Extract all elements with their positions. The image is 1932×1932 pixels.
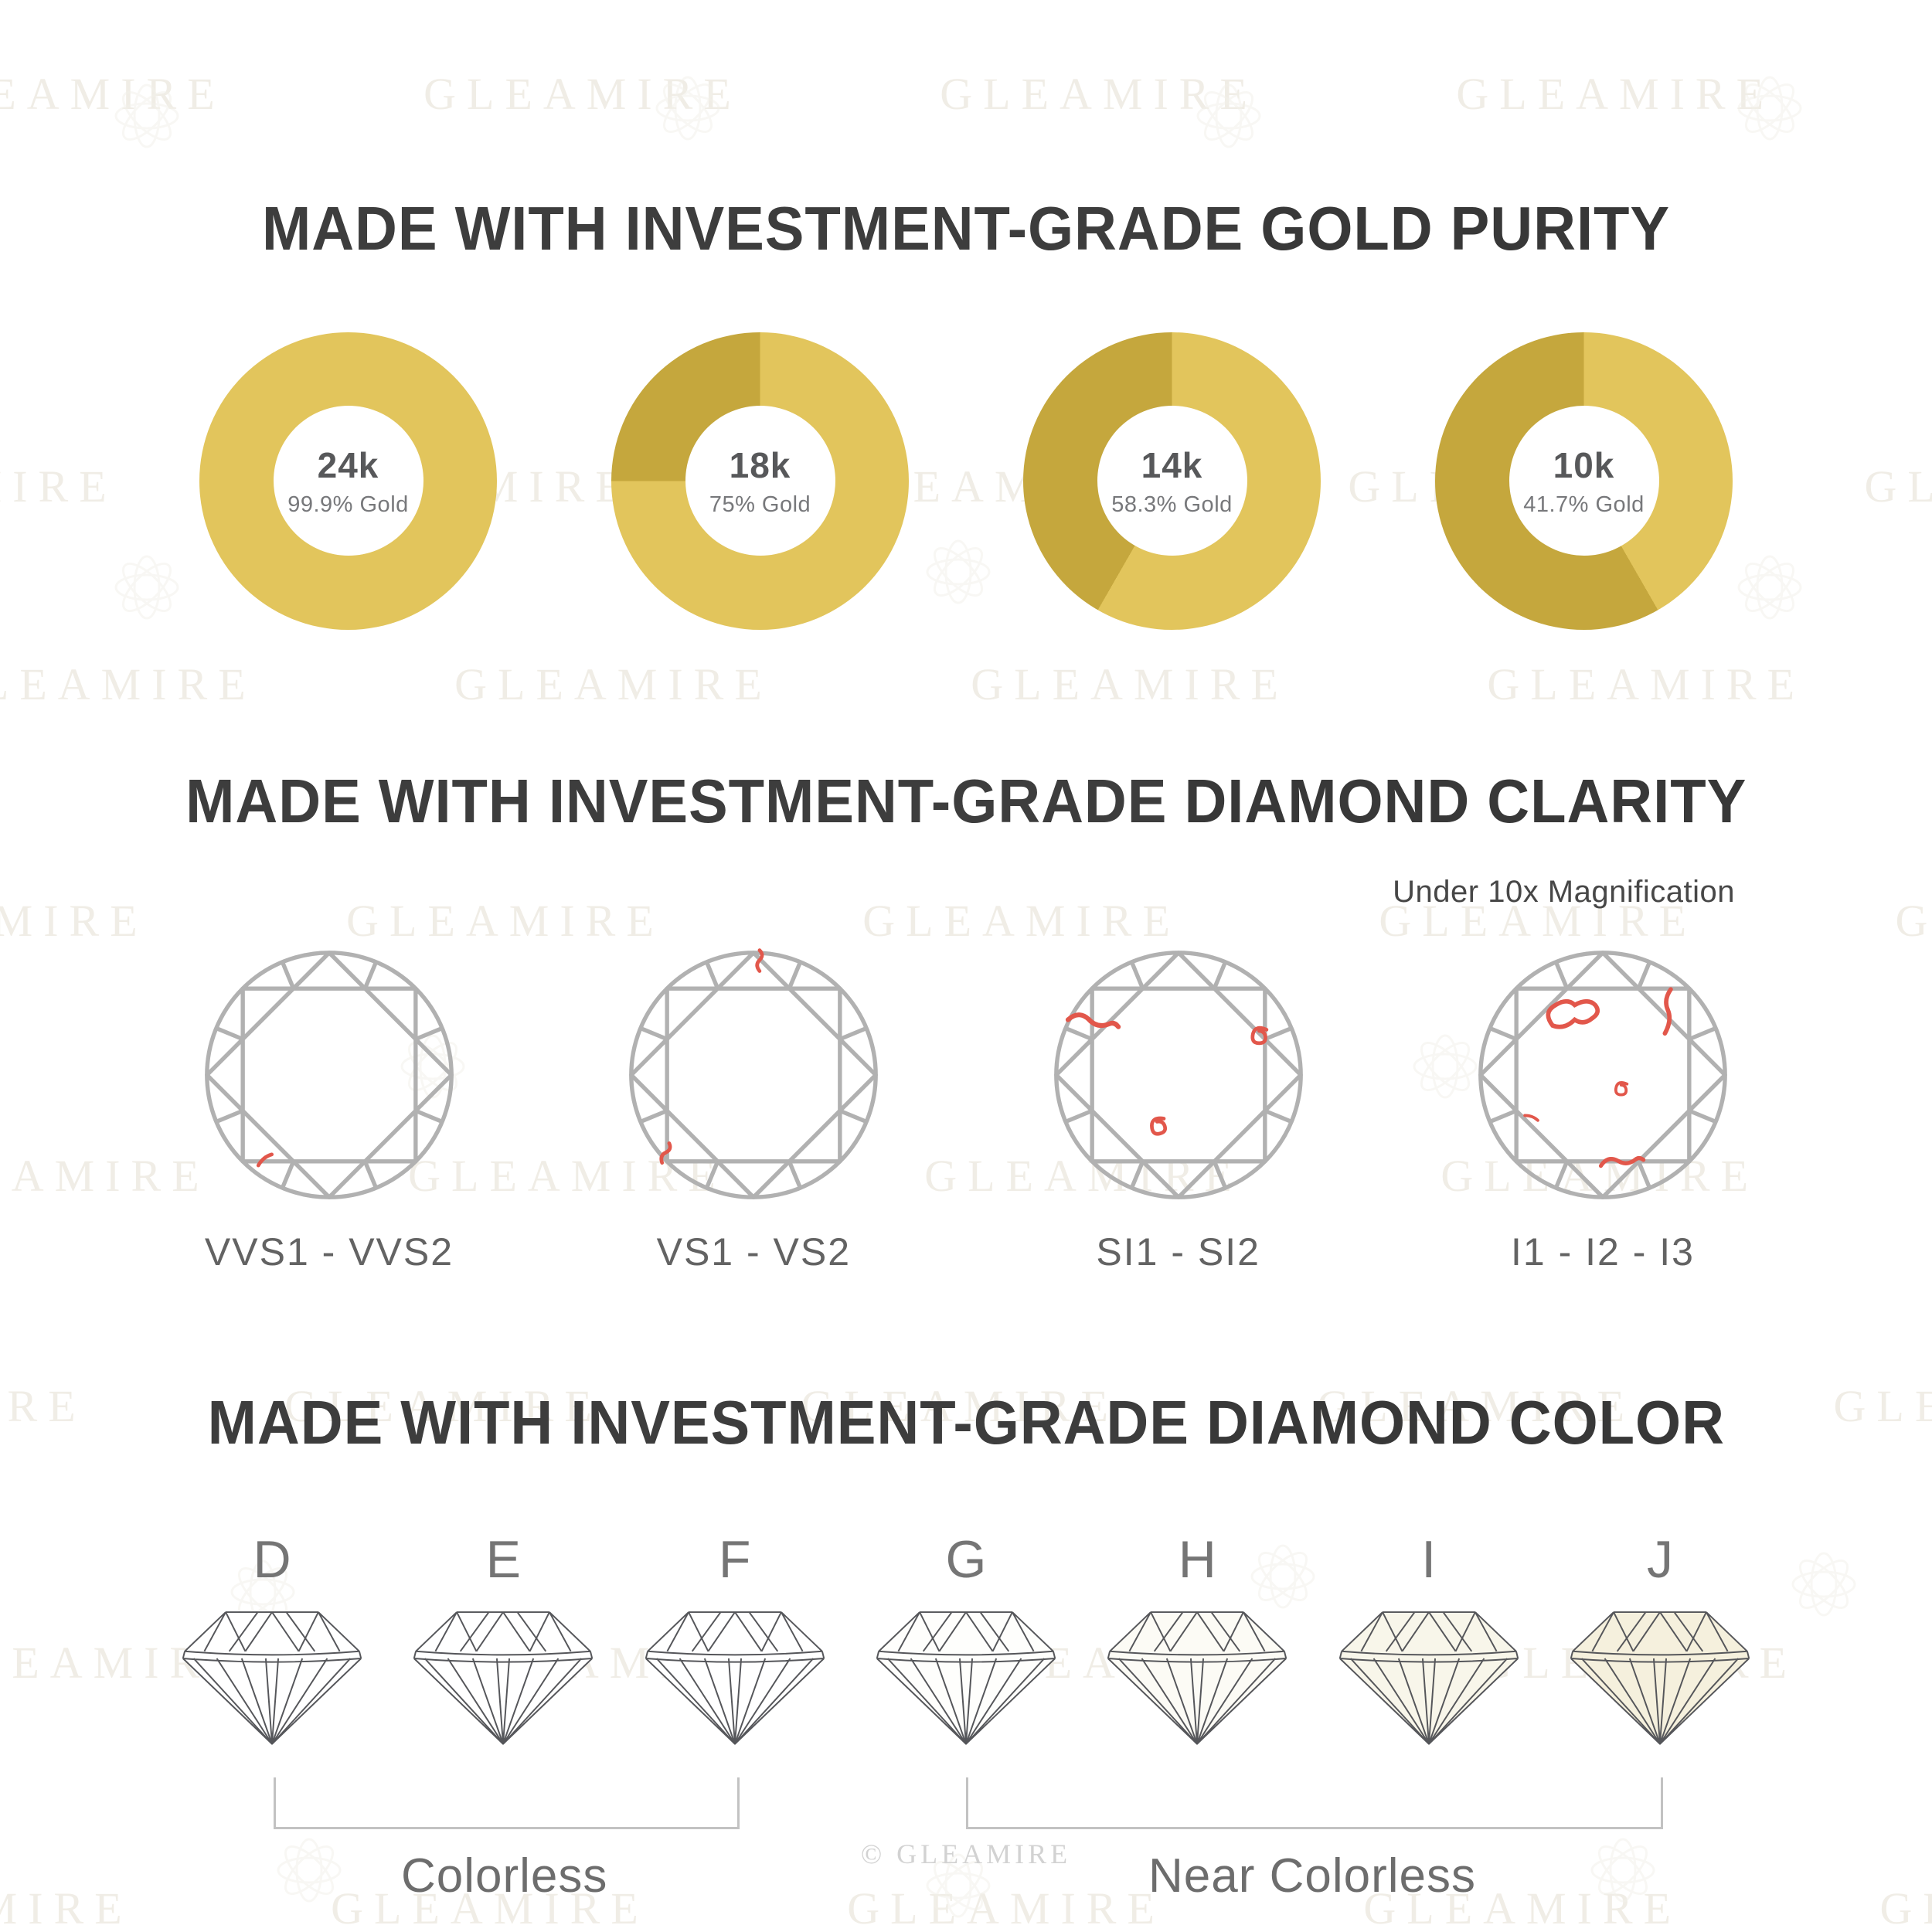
color-diamonds-row (0, 1607, 1932, 1751)
diamond-side-view-icon-E (413, 1611, 594, 1745)
donut-center: 14k 58.3% Gold (1097, 406, 1247, 556)
clarity-title-bold: DIAMOND CLARITY (1184, 766, 1747, 835)
karat-label: 10k (1553, 444, 1615, 485)
group-bracket-G-J (966, 1777, 1663, 1830)
donut-center: 10k 41.7% Gold (1509, 406, 1659, 556)
purity-label: 75% Gold (709, 492, 811, 517)
clarity-grade-label: VS1 - VS2 (656, 1230, 852, 1274)
diamond-side-view-icon-I (1338, 1611, 1519, 1745)
diamond-side-view-icon-F (645, 1611, 825, 1745)
purity-label: 58.3% Gold (1111, 492, 1233, 517)
clarity-grade-label: VVS1 - VVS2 (204, 1230, 454, 1274)
clarity-grade-I1-I2-I3: I1 - I2 - I3 (1468, 940, 1737, 1274)
karat-label: 18k (729, 444, 791, 485)
clarity-grade-label: SI1 - SI2 (1096, 1230, 1260, 1274)
diamond-side-view-icon-H (1107, 1611, 1287, 1745)
diamond-top-view-icon (1053, 951, 1303, 1200)
color-grade-letter-G: G (945, 1530, 987, 1590)
gold-purity-donut-18k: 18k 75% Gold (611, 332, 909, 630)
diamond-top-view-icon (1478, 951, 1727, 1200)
purity-label: 41.7% Gold (1523, 492, 1645, 517)
clarity-grade-SI1-SI2: SI1 - SI2 (1044, 940, 1313, 1274)
gold-purity-donut-14k: 14k 58.3% Gold (1023, 332, 1321, 630)
footer-copyright: © GLEAMIRE (860, 1838, 1072, 1869)
color-grade-letter-H: H (1178, 1530, 1216, 1590)
clarity-section-title: MADE WITH INVESTMENT-GRADE DIAMOND CLARI… (0, 766, 1932, 835)
clarity-grade-VVS1-VVS2: VVS1 - VVS2 (195, 940, 464, 1274)
group-label: Near Colorless (1148, 1849, 1477, 1903)
diamond-top-view-icon (629, 948, 879, 1200)
color-grade-letter-D: D (253, 1530, 291, 1590)
clarity-subtitle: Under 10x Magnification (1393, 875, 1735, 910)
gold-purity-donut-24k: 24k 99.9% Gold (199, 332, 497, 630)
karat-label: 14k (1141, 444, 1203, 485)
clarity-grade-label: I1 - I2 - I3 (1511, 1230, 1695, 1274)
diamond-side-view-icon-G (876, 1611, 1056, 1745)
color-grade-letter-I: I (1421, 1530, 1437, 1590)
donut-center: 18k 75% Gold (685, 406, 835, 556)
clarity-title-normal: MADE WITH INVESTMENT-GRADE (185, 766, 1185, 835)
clarity-grade-VS1-VS2: VS1 - VS2 (619, 940, 888, 1274)
donut-center: 24k 99.9% Gold (273, 406, 423, 556)
diamond-side-view-icon-J (1570, 1611, 1750, 1745)
color-grade-letter-F: F (718, 1530, 751, 1590)
gold-purity-donut-10k: 10k 41.7% Gold (1435, 332, 1733, 630)
color-grade-letter-E: E (485, 1530, 521, 1590)
clarity-grades-row: VVS1 - VVS2 VS1 - VS2 SI1 - SI2 I1 - I2 - I… (0, 940, 1932, 1274)
color-title-bold: DIAMOND COLOR (1206, 1388, 1725, 1458)
color-letters-row: D E F G H I J (0, 1529, 1932, 1590)
group-bracket-D-F (274, 1777, 740, 1830)
diamond-side-view-icon-D (182, 1611, 362, 1745)
gold-donut-row: 24k 99.9% Gold 18k 75% Gold 14k 58.3% Gold 10k… (0, 332, 1932, 630)
purity-label: 99.9% Gold (287, 492, 409, 517)
color-grade-letter-J: J (1646, 1530, 1673, 1590)
karat-label: 24k (317, 444, 379, 485)
color-groups-zone: Colorless Near Colorless (0, 1777, 1932, 1932)
color-section-title: MADE WITH INVESTMENT-GRADE DIAMOND COLOR (0, 1390, 1932, 1455)
group-label: Colorless (400, 1849, 608, 1903)
gold-title-bold: GOLD PURITY (1260, 193, 1671, 263)
diamond-top-view-icon (205, 951, 454, 1200)
gold-title-normal: MADE WITH INVESTMENT-GRADE (261, 193, 1261, 263)
gold-section-title: MADE WITH INVESTMENT-GRADE GOLD PURITY (0, 42, 1932, 261)
color-title-normal: MADE WITH INVESTMENT-GRADE (207, 1388, 1206, 1458)
